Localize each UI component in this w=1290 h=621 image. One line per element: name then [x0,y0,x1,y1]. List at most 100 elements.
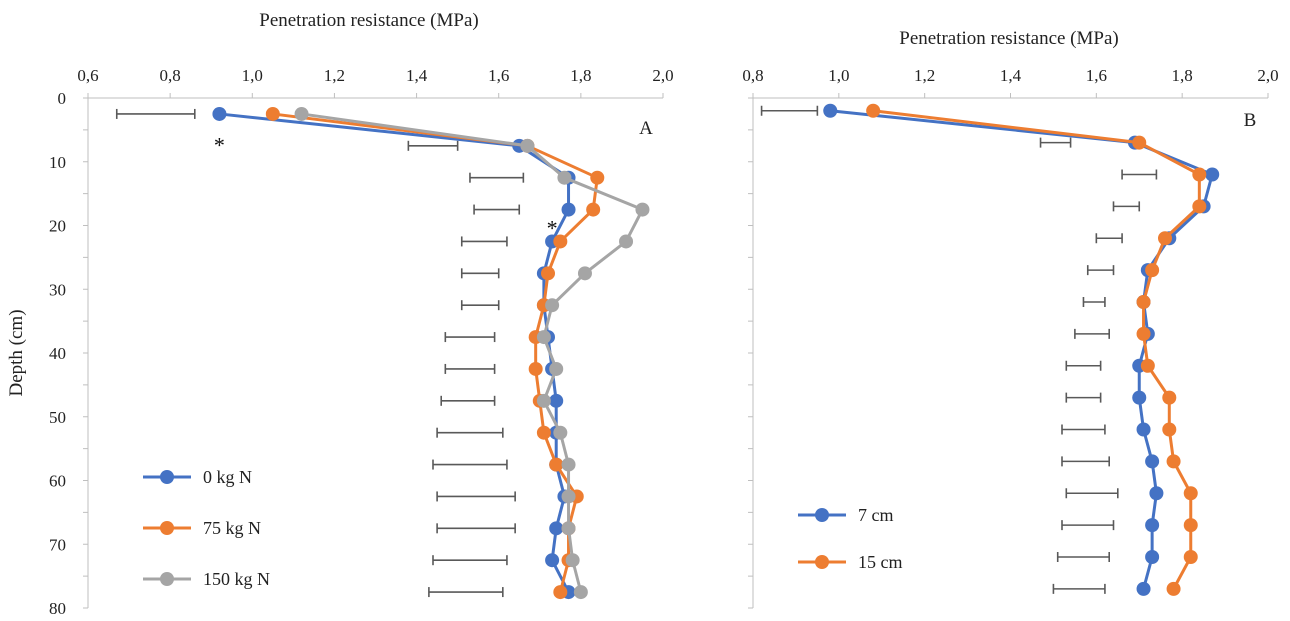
error-bar [1121,169,1158,180]
series-line-b-1 [872,109,1201,590]
data-point-b-0 [1149,486,1164,501]
x-tick-label: 0,8 [160,66,181,85]
data-point-a-1 [536,425,551,440]
x-axis-title-a: Penetration resistance (MPa) [259,10,478,31]
x-tick-label: 1,4 [1000,66,1022,85]
data-point-b-0 [1136,581,1151,596]
data-point-a-2 [561,457,576,472]
series-line-b-0 [830,109,1214,590]
panel-label-a: A [639,118,653,139]
error-bar [1095,233,1123,244]
error-bar [1056,552,1111,562]
y-tick-label: 30 [49,280,66,299]
data-point-a-0 [561,202,576,217]
x-tick-label: 1,2 [914,66,935,85]
data-point-a-2 [549,361,564,376]
error-bar [1065,360,1102,371]
data-point-b-1 [1145,263,1160,278]
series-line-a-1 [272,112,599,593]
data-point-b-0 [1132,390,1147,405]
error-bar [460,236,508,247]
data-point-b-1 [1192,167,1207,182]
legend-entry-b-0: 7 cm [798,505,894,525]
data-point-b-1 [866,103,881,118]
error-bar [1052,583,1106,594]
data-point-b-1 [1132,135,1147,150]
error-bar [469,172,525,183]
data-point-a-2 [577,266,592,281]
error-bar [436,523,516,534]
x-axis-title-b: Penetration resistance (MPa) [899,28,1118,49]
x-tick-label: 1,2 [324,66,345,85]
error-bar [432,555,508,566]
data-point-a-2 [557,170,572,185]
error-bar [432,459,508,470]
data-point-a-2 [553,425,568,440]
y-tick-label: 10 [49,153,66,172]
legend-label: 75 kg N [203,518,261,538]
data-point-b-0 [1145,518,1160,533]
x-tick-label: 1,0 [242,66,263,85]
y-tick-label: 0 [58,89,67,108]
error-bar [460,300,500,311]
error-bar [1086,265,1115,276]
data-point-b-1 [1166,581,1181,596]
data-point-a-1 [590,170,605,185]
x-tick-label: 1,4 [406,66,428,85]
data-point-a-0 [549,393,564,408]
x-tick-label: 0,6 [77,66,98,85]
data-point-a-2 [635,202,650,217]
x-tick-label: 0,8 [742,66,763,85]
data-point-a-1 [541,266,555,281]
error-bar [428,587,504,598]
error-bar [1074,328,1111,339]
legend-entry-a-0: 0 kg N [143,467,252,487]
error-bar [1061,520,1115,531]
data-point-b-0 [1205,167,1220,182]
error-bar [460,268,500,279]
data-point-a-1 [265,106,280,121]
data-point-a-1 [553,234,568,249]
data-point-a-2 [565,553,580,568]
error-bar [115,108,196,119]
x-tick-label: 1,6 [488,66,509,85]
data-point-a-1 [528,361,543,376]
legend-label: 15 cm [858,552,903,572]
data-point-a-0 [549,521,564,536]
data-point-b-1 [1136,326,1151,341]
data-point-b-1 [1183,518,1198,533]
data-point-b-0 [1145,550,1160,564]
error-bar [1061,456,1111,467]
data-point-a-1 [586,202,601,217]
data-point-b-1 [1162,390,1177,405]
x-tick-label: 1,6 [1086,66,1107,85]
error-bar [760,105,819,116]
error-bar [407,140,459,151]
error-bar [473,204,521,215]
error-bar [436,491,516,502]
x-tick-label: 2,0 [1257,66,1278,85]
x-tick-label: 1,8 [1172,66,1193,85]
data-point-a-0 [545,553,560,568]
error-bar [1039,137,1072,148]
data-point-b-1 [1162,422,1177,437]
panel-b-chart: 0,8 1,0 1,2 1,4 1,6 1,8 2,0 Penetration resista… [742,28,1279,609]
error-bar [1112,201,1141,212]
y-tick-label: 20 [49,217,66,236]
data-point-b-0 [1145,454,1160,469]
error-bar [1061,424,1106,435]
data-point-b-1 [1166,454,1181,469]
data-point-a-2 [619,234,634,249]
data-point-b-0 [1136,422,1151,437]
data-point-b-0 [823,103,838,118]
data-point-a-1 [553,585,568,600]
data-point-a-2 [536,330,551,345]
data-point-b-1 [1136,295,1151,309]
y-tick-label: 60 [49,472,66,491]
y-tick-label: 40 [49,344,66,363]
y-tick-label: 50 [49,408,66,427]
y-tick-label: 80 [49,599,66,618]
error-bar [436,427,504,438]
error-bar [1065,392,1102,403]
